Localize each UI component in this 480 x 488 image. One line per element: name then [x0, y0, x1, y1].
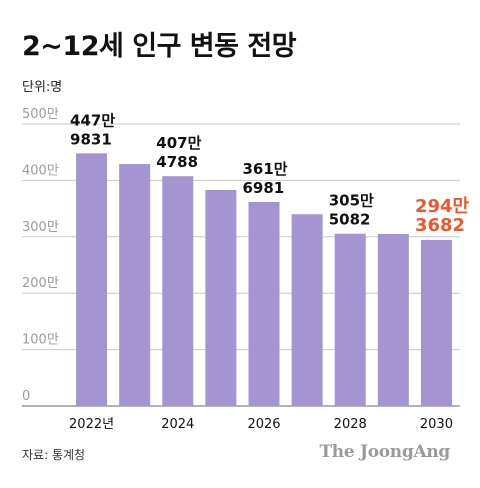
publisher-credit: The JoongAng — [319, 442, 450, 462]
x-tick-label: 2024 — [161, 417, 194, 432]
unit-label: 단위:명 — [22, 80, 63, 95]
bar — [377, 233, 409, 406]
bar — [420, 239, 452, 406]
y-tick-label: 500만 — [22, 107, 59, 122]
data-label: 447만 — [70, 111, 115, 129]
y-tick-label: 200만 — [22, 276, 59, 291]
x-tick-label: 2028 — [334, 417, 367, 432]
bar — [248, 202, 280, 406]
bar — [291, 214, 323, 406]
data-label: 5082 — [329, 211, 371, 229]
chart-title: 2~12세 인구 변동 전망 — [22, 31, 297, 62]
bar — [205, 189, 237, 406]
x-tick-label: 2030 — [420, 417, 453, 432]
y-tick-label: 300만 — [22, 220, 59, 235]
x-tick-label: 2022년 — [69, 417, 114, 432]
y-tick-label: 0 — [22, 389, 30, 404]
data-label: 6981 — [243, 179, 285, 197]
bar — [162, 176, 194, 406]
bar — [334, 233, 366, 406]
data-label: 407만 — [156, 134, 201, 152]
data-label: 3682 — [415, 215, 465, 236]
y-tick-label: 100만 — [22, 333, 59, 348]
bar — [119, 164, 151, 406]
data-label: 305만 — [329, 192, 374, 210]
y-tick-label: 400만 — [22, 163, 59, 178]
data-label: 294만 — [415, 196, 470, 217]
x-tick-label: 2026 — [247, 417, 280, 432]
data-label: 9831 — [70, 130, 112, 148]
data-label: 361만 — [243, 160, 288, 178]
bar — [76, 153, 108, 406]
source-note: 자료: 통계청 — [22, 448, 86, 462]
data-label: 4788 — [156, 153, 198, 171]
